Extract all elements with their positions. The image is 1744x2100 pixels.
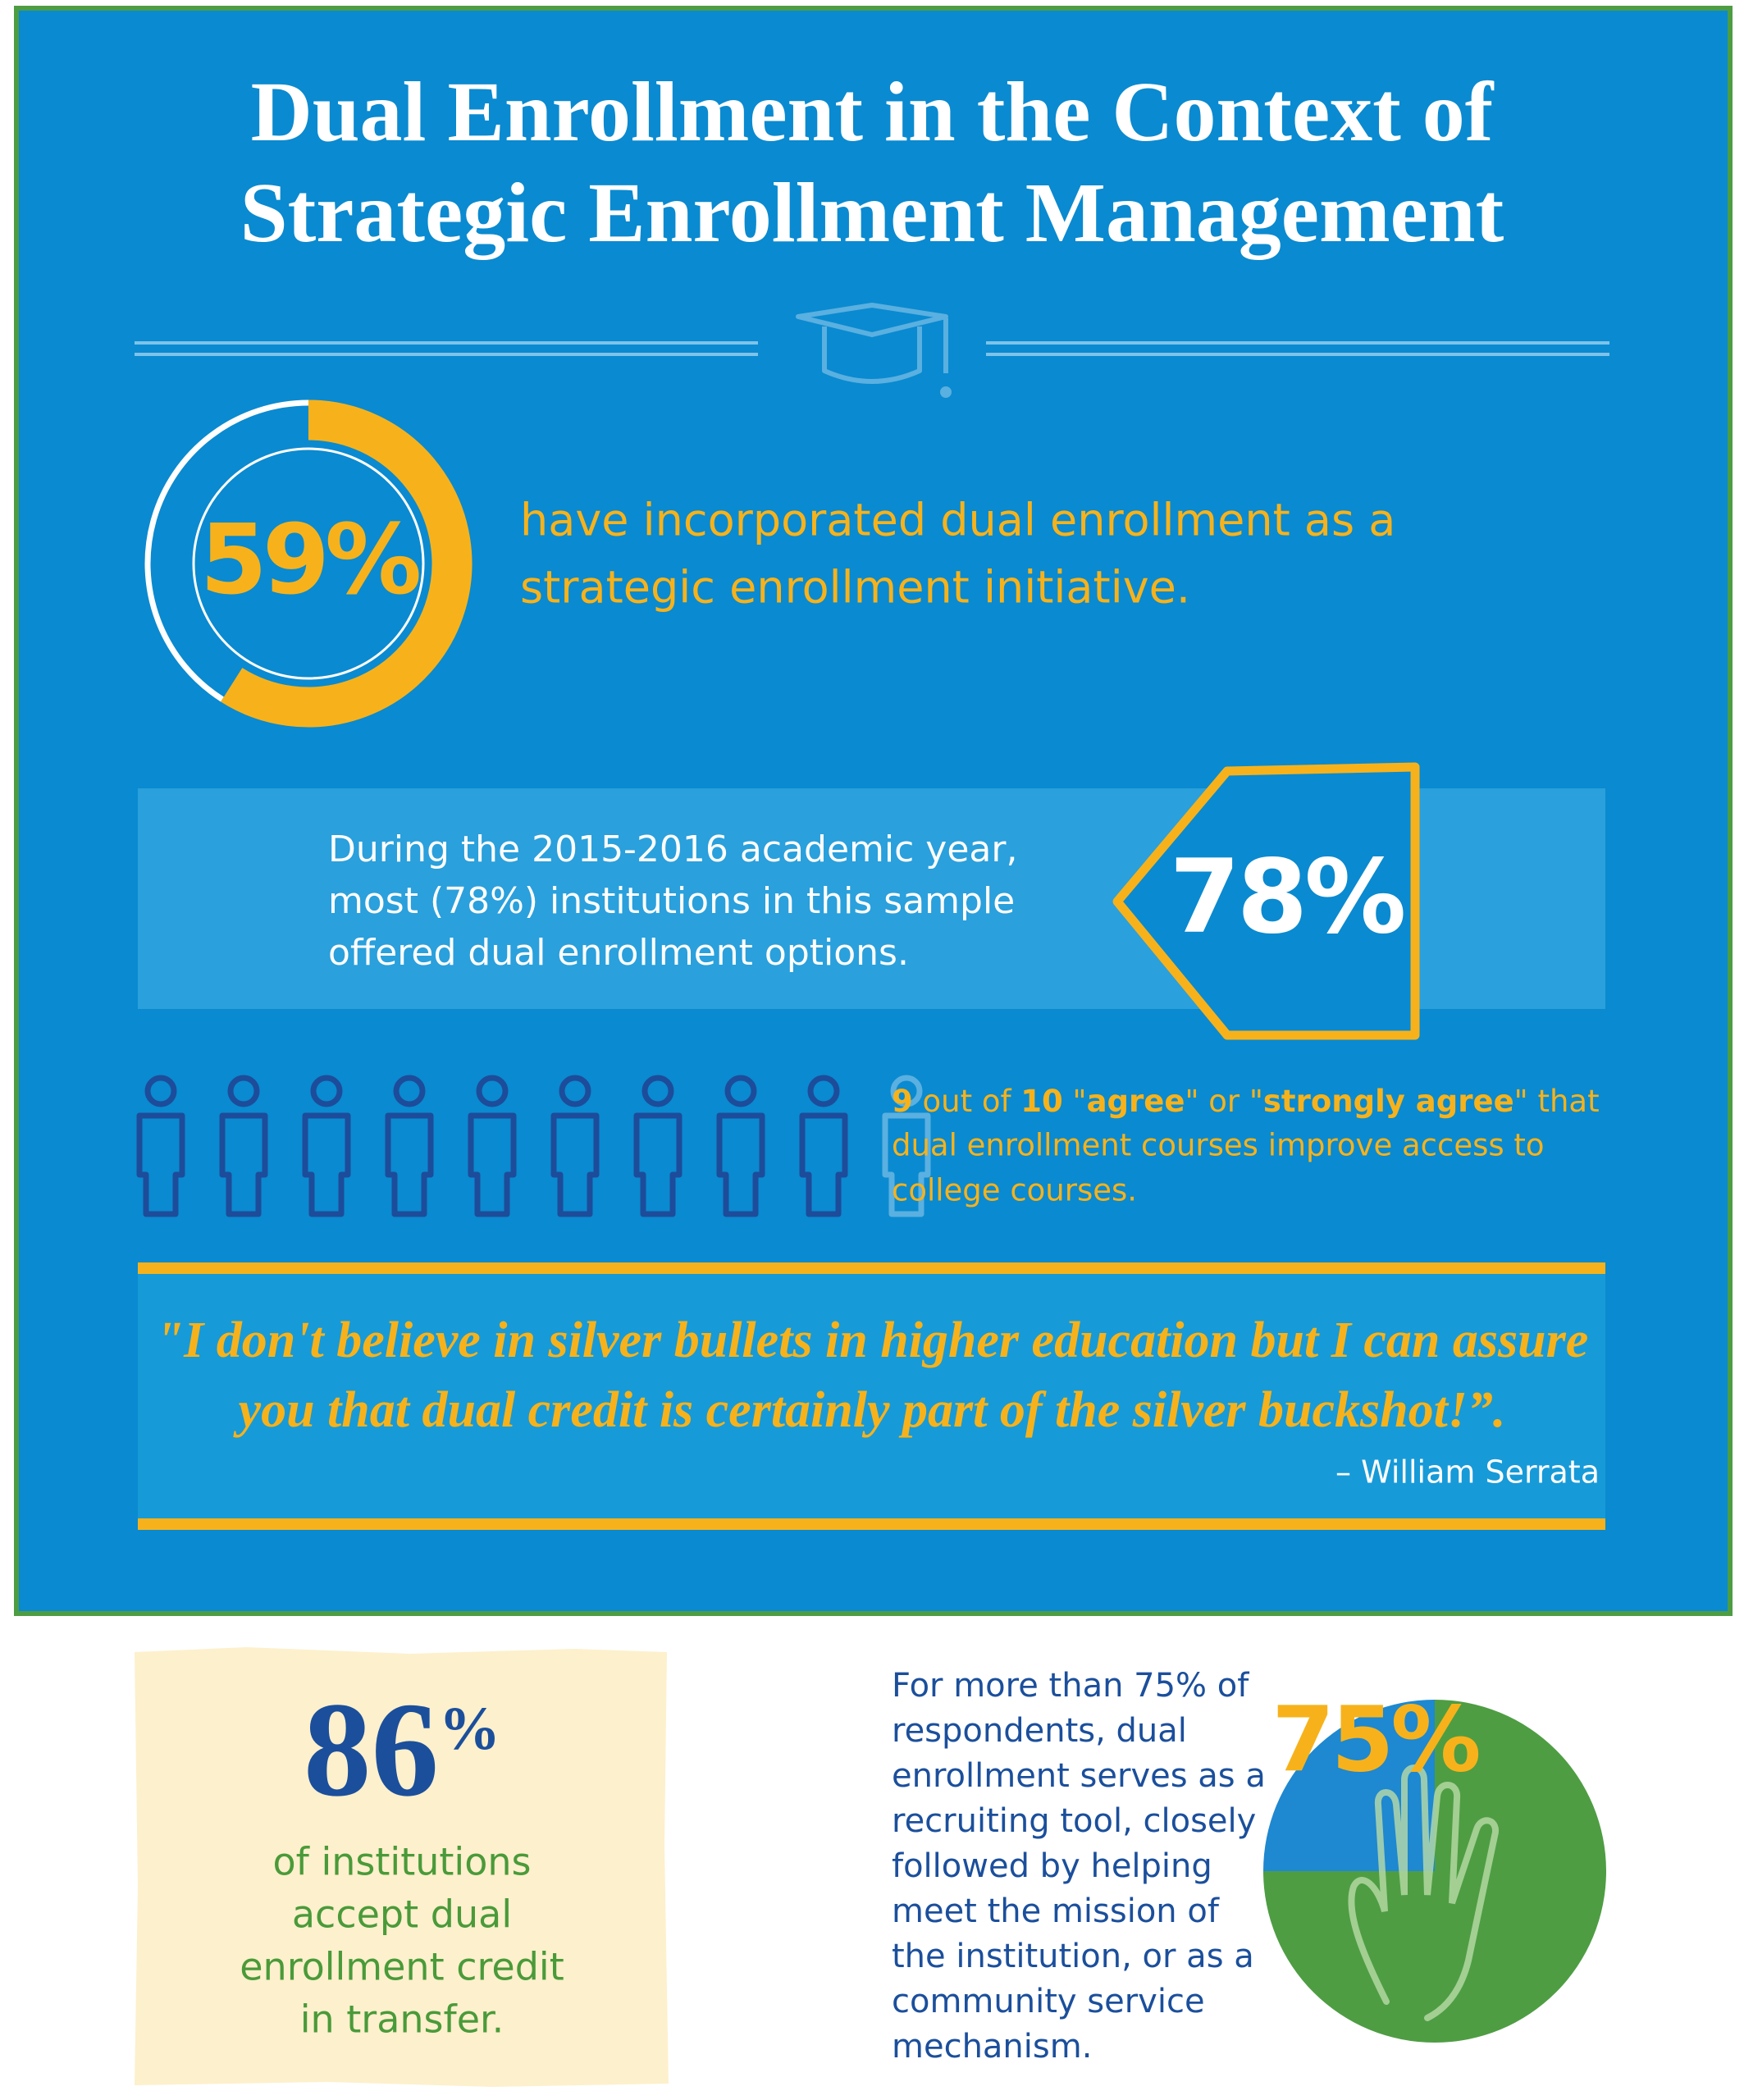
transfer-stat: 86% [304,1674,500,1824]
recruiting-text: meet the mission of [892,1892,1220,1930]
quote-rule [138,1518,1605,1530]
person-head [807,1075,840,1107]
divider [135,341,1609,356]
transfer-text: in transfer. [300,1997,504,2042]
note-card [135,1647,669,2087]
person-body [799,1112,848,1217]
person-head [890,1075,923,1107]
person-head [724,1075,757,1107]
transfer-text: enrollment credit [240,1945,564,1989]
person-body [550,1112,600,1217]
band-text: During the 2015-2016 academic year, [328,829,1017,870]
access-text-part: 9 [892,1084,913,1119]
transfer-text: accept dual [292,1892,512,1937]
person-icon [302,1075,351,1217]
person-body [716,1112,765,1217]
access-text-part: " or " [1185,1084,1262,1119]
person-icon [633,1075,683,1217]
access-text-part: " that [1514,1084,1600,1119]
person-body [468,1112,517,1217]
person-icon [716,1075,765,1217]
transfer-number: 86 [304,1674,439,1824]
access-text-part: strongly agree [1263,1084,1514,1119]
person-body [633,1112,683,1217]
access-text: dual enrollment courses improve access t… [892,1128,1545,1163]
inner-ring [192,447,425,680]
title: Dual Enrollment in the Context of [251,65,1495,159]
person-head [227,1075,260,1107]
quote-text: "I don't believe in silver bullets in hi… [156,1312,1588,1368]
person-head [310,1075,343,1107]
person-icon [550,1075,600,1217]
person-body [219,1112,268,1217]
tag-label: 78% [1170,838,1404,956]
person-icon [136,1075,185,1217]
access-text-part: out of [913,1084,1021,1119]
transfer-text: of institutions [273,1840,532,1884]
graduation-cap-icon [796,303,952,398]
person-head [144,1075,177,1107]
pie-label: 75% [1271,1687,1478,1792]
person-head [559,1075,591,1107]
recruiting-text: followed by helping [892,1847,1212,1885]
person-icon [799,1075,848,1217]
recruiting-text: community service [892,1983,1205,2020]
quote-rule [138,1262,1605,1274]
person-icon [385,1075,434,1217]
recruiting-text: enrollment serves as a [892,1757,1266,1795]
person-icon [468,1075,517,1217]
person-body [136,1112,185,1217]
hand-icon [1348,1764,1499,2021]
person-body [385,1112,434,1217]
person-body [882,1112,931,1217]
recruiting-text: the institution, or as a [892,1938,1254,1975]
pie-minor [1263,1700,1435,1871]
access-text: 9 out of 10 "agree" or "strongly agree" … [892,1084,1600,1119]
access-text-part: 10 [1020,1084,1063,1119]
recruiting-text: respondents, dual [892,1712,1187,1750]
recruiting-text: For more than 75% of [892,1667,1249,1705]
person-head [476,1075,509,1107]
stat-text: strategic enrollment initiative. [520,562,1190,614]
person-icon [219,1075,268,1217]
quote-text: you that dual credit is certainly part o… [233,1382,1506,1438]
person-head [393,1075,426,1107]
access-text-part: " [1063,1084,1087,1119]
recruiting-text: mechanism. [892,2028,1092,2066]
stat-text: have incorporated dual enrollment as a [520,495,1395,546]
band-text: most (78%) institutions in this sample [328,880,1015,922]
access-text: college courses. [892,1173,1137,1208]
percent-tag [1112,762,1420,1040]
recruiting-text: recruiting tool, closely [892,1802,1256,1840]
person-head [641,1075,674,1107]
title: Strategic Enrollment Management [240,166,1504,260]
ring-progress [221,399,473,728]
person-icon [882,1075,931,1217]
access-text-part: agree [1087,1084,1185,1119]
quote-attribution: – William Serrata [1335,1454,1600,1491]
person-body [302,1112,351,1217]
band-text: offered dual enrollment options. [328,932,909,974]
stat-label: 59% [200,503,419,616]
quote-band [138,1274,1605,1518]
transfer-unit: % [439,1695,500,1763]
ring-rest [144,399,308,702]
